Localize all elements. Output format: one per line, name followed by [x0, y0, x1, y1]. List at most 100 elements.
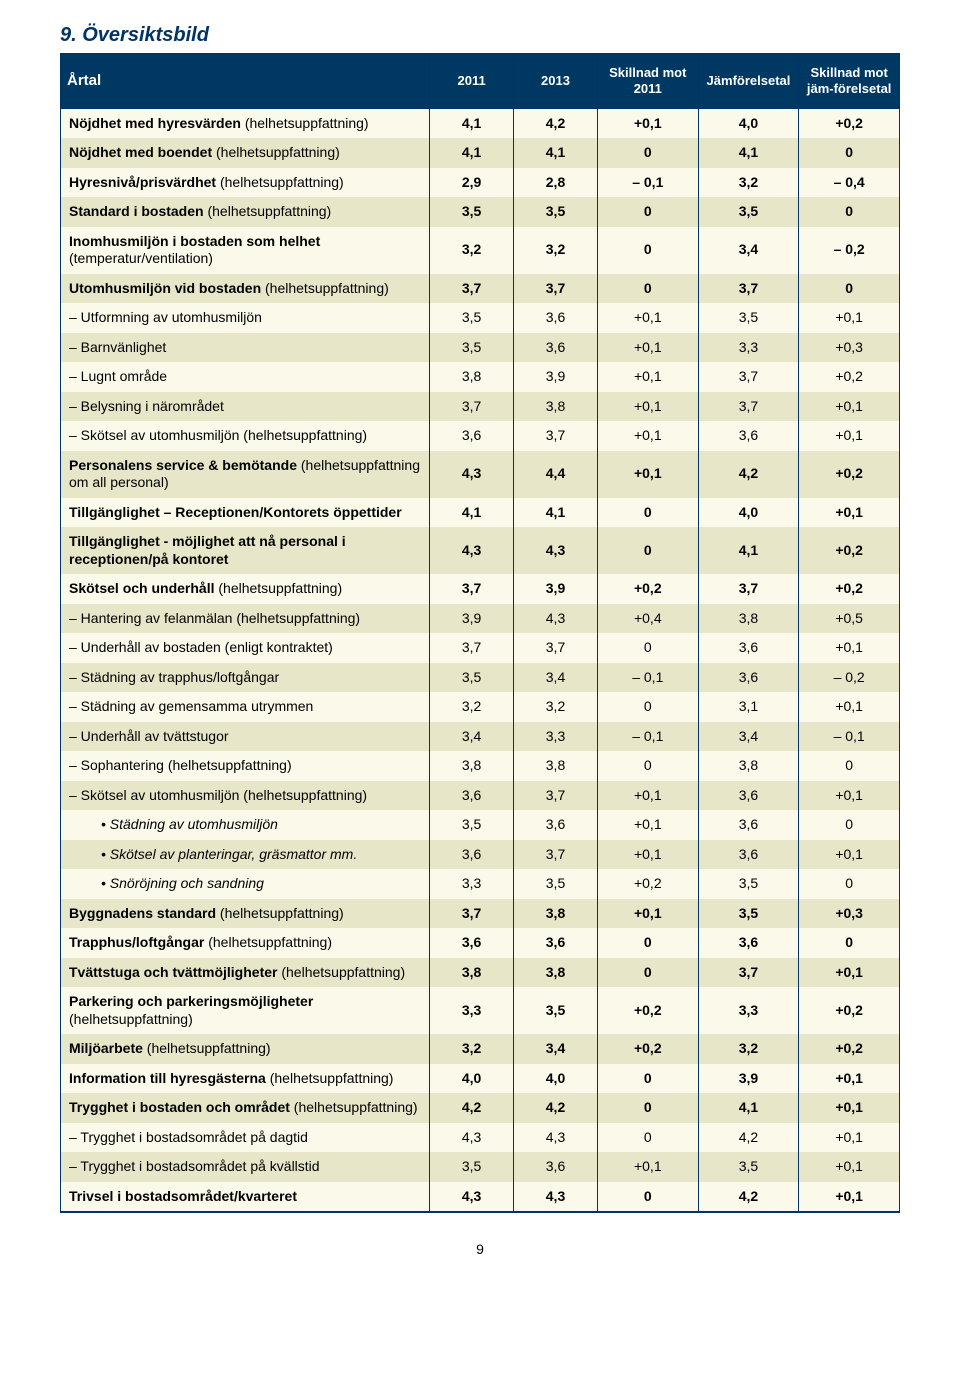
cell-value: +0,2	[799, 574, 900, 604]
cell-value: +0,1	[597, 781, 698, 811]
page-number: 9	[60, 1241, 900, 1257]
col-header-diff-2011: Skillnad mot 2011	[597, 54, 698, 108]
row-label: • Städning av utomhusmiljön	[61, 810, 430, 840]
cell-value: 0	[799, 751, 900, 781]
row-label: – Skötsel av utomhusmiljön (helhetsuppfa…	[61, 421, 430, 451]
cell-value: 4,0	[430, 1064, 514, 1094]
cell-value: +0,1	[597, 899, 698, 929]
cell-value: 3,7	[514, 421, 598, 451]
table-row: Parkering och parkeringsmöjligheter (hel…	[61, 987, 900, 1034]
cell-value: 3,2	[514, 692, 598, 722]
cell-value: +0,2	[799, 108, 900, 138]
cell-value: +0,2	[799, 362, 900, 392]
cell-value: 0	[597, 692, 698, 722]
cell-value: +0,1	[799, 1064, 900, 1094]
row-label: Parkering och parkeringsmöjligheter (hel…	[61, 987, 430, 1034]
cell-value: 4,2	[698, 1182, 799, 1213]
cell-value: 4,3	[514, 1123, 598, 1153]
cell-value: 4,1	[698, 1093, 799, 1123]
cell-value: 4,0	[698, 108, 799, 138]
cell-value: 3,7	[698, 958, 799, 988]
cell-value: 3,7	[514, 633, 598, 663]
cell-value: 3,5	[430, 663, 514, 693]
cell-value: 4,3	[514, 527, 598, 574]
col-header-rowlabel: Årtal	[61, 54, 430, 108]
table-row: – Trygghet i bostadsområdet på kvällstid…	[61, 1152, 900, 1182]
table-row: Trygghet i bostaden och området (helhets…	[61, 1093, 900, 1123]
table-row: Standard i bostaden (helhetsuppfattning)…	[61, 197, 900, 227]
cell-value: 2,8	[514, 168, 598, 198]
table-row: Tillgänglighet - möjlighet att nå person…	[61, 527, 900, 574]
cell-value: +0,1	[597, 451, 698, 498]
cell-value: 3,1	[698, 692, 799, 722]
cell-value: 3,6	[698, 810, 799, 840]
cell-value: 3,9	[698, 1064, 799, 1094]
row-label: Tillgänglighet – Receptionen/Kontorets ö…	[61, 498, 430, 528]
cell-value: +0,1	[597, 108, 698, 138]
table-row: • Städning av utomhusmiljön3,53,6+0,13,6…	[61, 810, 900, 840]
table-row: Information till hyresgästerna (helhetsu…	[61, 1064, 900, 1094]
row-label: – Underhåll av bostaden (enligt kontrakt…	[61, 633, 430, 663]
cell-value: 3,3	[698, 987, 799, 1034]
row-label: Nöjdhet med hyresvärden (helhetsuppfattn…	[61, 108, 430, 138]
table-row: – Underhåll av tvättstugor3,43,3– 0,13,4…	[61, 722, 900, 752]
cell-value: 4,2	[698, 451, 799, 498]
row-label: Trapphus/loftgångar (helhetsuppfattning)	[61, 928, 430, 958]
cell-value: +0,1	[799, 498, 900, 528]
cell-value: 3,5	[514, 869, 598, 899]
cell-value: +0,1	[597, 421, 698, 451]
cell-value: 0	[597, 1123, 698, 1153]
cell-value: +0,2	[799, 1034, 900, 1064]
cell-value: 3,9	[430, 604, 514, 634]
cell-value: +0,5	[799, 604, 900, 634]
table-row: Inomhusmiljön i bostaden som helhet (tem…	[61, 227, 900, 274]
cell-value: 0	[799, 928, 900, 958]
row-label: Tvättstuga och tvättmöjligheter (helhets…	[61, 958, 430, 988]
row-label: – Underhåll av tvättstugor	[61, 722, 430, 752]
cell-value: 0	[799, 810, 900, 840]
table-row: • Snöröjning och sandning3,33,5+0,23,50	[61, 869, 900, 899]
cell-value: 3,7	[430, 274, 514, 304]
cell-value: +0,1	[597, 333, 698, 363]
row-label: – Trygghet i bostadsområdet på dagtid	[61, 1123, 430, 1153]
col-header-diff-comparison: Skillnad mot jäm-förelsetal	[799, 54, 900, 108]
cell-value: 3,6	[514, 1152, 598, 1182]
cell-value: 3,7	[430, 392, 514, 422]
cell-value: 4,1	[430, 138, 514, 168]
cell-value: +0,1	[799, 1093, 900, 1123]
row-label: – Utformning av utomhusmiljön	[61, 303, 430, 333]
cell-value: 3,8	[698, 604, 799, 634]
cell-value: 4,3	[430, 1182, 514, 1213]
cell-value: 0	[597, 751, 698, 781]
cell-value: 3,7	[698, 362, 799, 392]
table-row: – Underhåll av bostaden (enligt kontrakt…	[61, 633, 900, 663]
table-row: Trapphus/loftgångar (helhetsuppfattning)…	[61, 928, 900, 958]
cell-value: 3,5	[698, 303, 799, 333]
cell-value: 2,9	[430, 168, 514, 198]
cell-value: 3,5	[698, 197, 799, 227]
cell-value: 0	[799, 197, 900, 227]
table-row: – Skötsel av utomhusmiljön (helhetsuppfa…	[61, 781, 900, 811]
cell-value: 3,3	[698, 333, 799, 363]
row-label: Utomhusmiljön vid bostaden (helhetsuppfa…	[61, 274, 430, 304]
cell-value: 3,5	[698, 899, 799, 929]
table-row: Skötsel och underhåll (helhetsuppfattnin…	[61, 574, 900, 604]
cell-value: 3,8	[514, 899, 598, 929]
cell-value: 0	[799, 138, 900, 168]
cell-value: 3,6	[698, 781, 799, 811]
cell-value: 3,3	[430, 869, 514, 899]
row-label: Hyresnivå/prisvärdhet (helhetsuppfattnin…	[61, 168, 430, 198]
cell-value: 4,3	[430, 527, 514, 574]
table-row: Trivsel i bostadsområdet/kvarteret4,34,3…	[61, 1182, 900, 1213]
row-label: – Hantering av felanmälan (helhetsuppfat…	[61, 604, 430, 634]
cell-value: 3,8	[430, 751, 514, 781]
cell-value: +0,2	[597, 987, 698, 1034]
cell-value: 3,7	[430, 899, 514, 929]
cell-value: 3,5	[430, 333, 514, 363]
table-row: Nöjdhet med boendet (helhetsuppfattning)…	[61, 138, 900, 168]
cell-value: 0	[597, 197, 698, 227]
row-label: Standard i bostaden (helhetsuppfattning)	[61, 197, 430, 227]
cell-value: 3,5	[430, 810, 514, 840]
cell-value: 3,5	[514, 987, 598, 1034]
cell-value: +0,2	[597, 574, 698, 604]
